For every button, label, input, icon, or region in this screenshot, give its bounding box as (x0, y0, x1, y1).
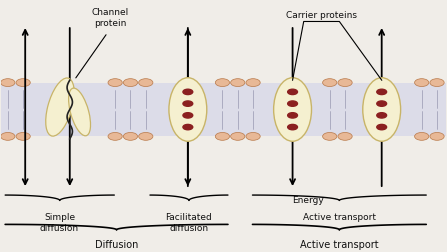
Circle shape (377, 124, 387, 130)
Circle shape (1, 133, 15, 140)
Circle shape (377, 101, 387, 106)
Circle shape (231, 133, 245, 140)
Circle shape (108, 79, 122, 86)
Text: Active transport: Active transport (303, 213, 376, 223)
Circle shape (183, 124, 193, 130)
Circle shape (288, 89, 297, 94)
Circle shape (323, 133, 337, 140)
Circle shape (246, 133, 260, 140)
Circle shape (288, 124, 297, 130)
Circle shape (1, 79, 15, 86)
Text: Channel
protein: Channel protein (91, 8, 128, 27)
Circle shape (288, 113, 297, 118)
Ellipse shape (46, 78, 74, 136)
Circle shape (323, 79, 337, 86)
Circle shape (288, 101, 297, 106)
Circle shape (231, 79, 245, 86)
Circle shape (123, 79, 138, 86)
Circle shape (16, 133, 30, 140)
Circle shape (123, 133, 138, 140)
Circle shape (414, 133, 429, 140)
Ellipse shape (68, 88, 91, 136)
Circle shape (215, 79, 230, 86)
Circle shape (16, 79, 30, 86)
Text: Energy: Energy (292, 196, 324, 205)
Circle shape (377, 113, 387, 118)
Circle shape (183, 101, 193, 106)
Circle shape (430, 79, 444, 86)
Circle shape (338, 79, 352, 86)
Circle shape (183, 89, 193, 94)
Circle shape (414, 79, 429, 86)
Text: Diffusion: Diffusion (95, 240, 138, 250)
Circle shape (183, 113, 193, 118)
Text: Facilitated
diffusion: Facilitated diffusion (165, 213, 212, 233)
Circle shape (215, 133, 230, 140)
Text: Simple
diffusion: Simple diffusion (40, 213, 79, 233)
Circle shape (139, 133, 153, 140)
Ellipse shape (274, 78, 312, 141)
Circle shape (108, 133, 122, 140)
Ellipse shape (169, 78, 207, 141)
Text: Active transport: Active transport (300, 240, 379, 250)
Ellipse shape (363, 78, 401, 141)
Circle shape (377, 89, 387, 94)
Circle shape (246, 79, 260, 86)
Bar (1, 83, 446, 136)
Circle shape (430, 133, 444, 140)
Text: Carrier proteins: Carrier proteins (286, 11, 357, 20)
Circle shape (139, 79, 153, 86)
Circle shape (338, 133, 352, 140)
